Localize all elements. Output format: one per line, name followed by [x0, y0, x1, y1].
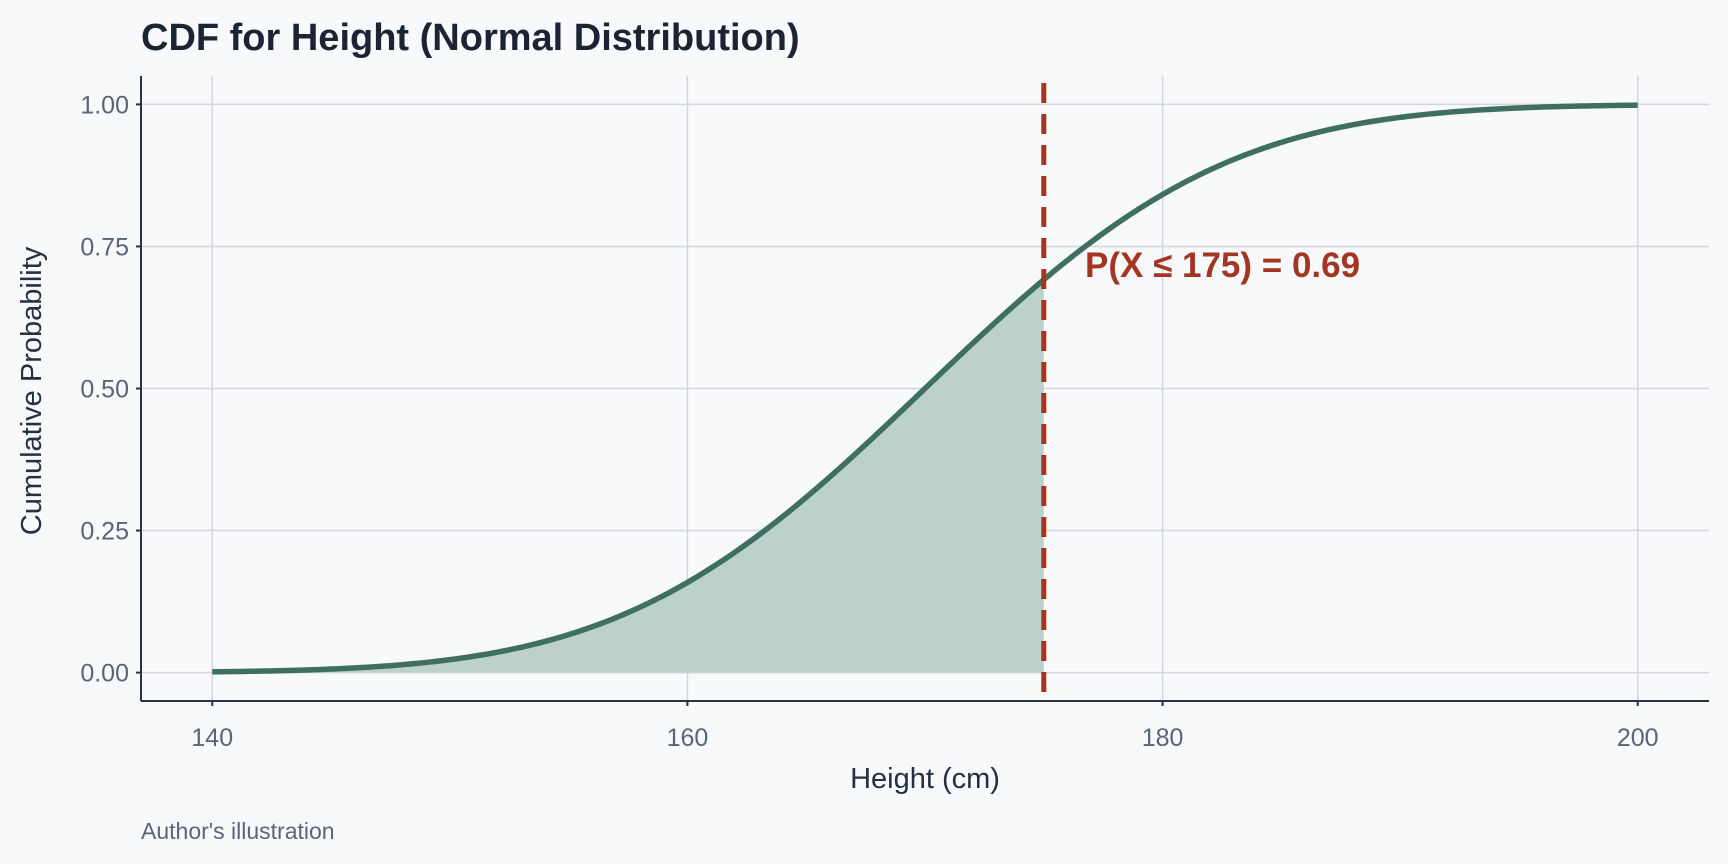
x-tick-label: 140: [191, 724, 233, 752]
curve-layer: [212, 102, 1638, 675]
y-tick-label: 0.50: [80, 376, 129, 404]
y-tick-label: 0.75: [80, 233, 129, 261]
chart-title: CDF for Height (Normal Distribution): [141, 17, 800, 59]
y-axis-label: Cumulative Probability: [16, 246, 48, 535]
fill-layer: [212, 279, 1044, 673]
caption: Author's illustration: [141, 818, 335, 844]
cdf-curve: [212, 102, 1638, 675]
y-tick-label: 0.00: [80, 660, 129, 688]
y-tick-label: 0.25: [80, 518, 129, 546]
x-tick-label: 200: [1617, 724, 1659, 752]
x-tick-label: 160: [667, 724, 709, 752]
y-tick-label: 1.00: [80, 91, 129, 119]
probability-annotation: P(X ≤ 175) = 0.69: [1085, 246, 1360, 285]
x-axis-label: Height (cm): [850, 763, 1000, 795]
shaded-probability-area: [212, 279, 1044, 673]
x-tick-label: 180: [1142, 724, 1184, 752]
tick-layer: 140 160 180 200 0.00 0.25 0.50 0.75 1.00: [80, 91, 1658, 752]
